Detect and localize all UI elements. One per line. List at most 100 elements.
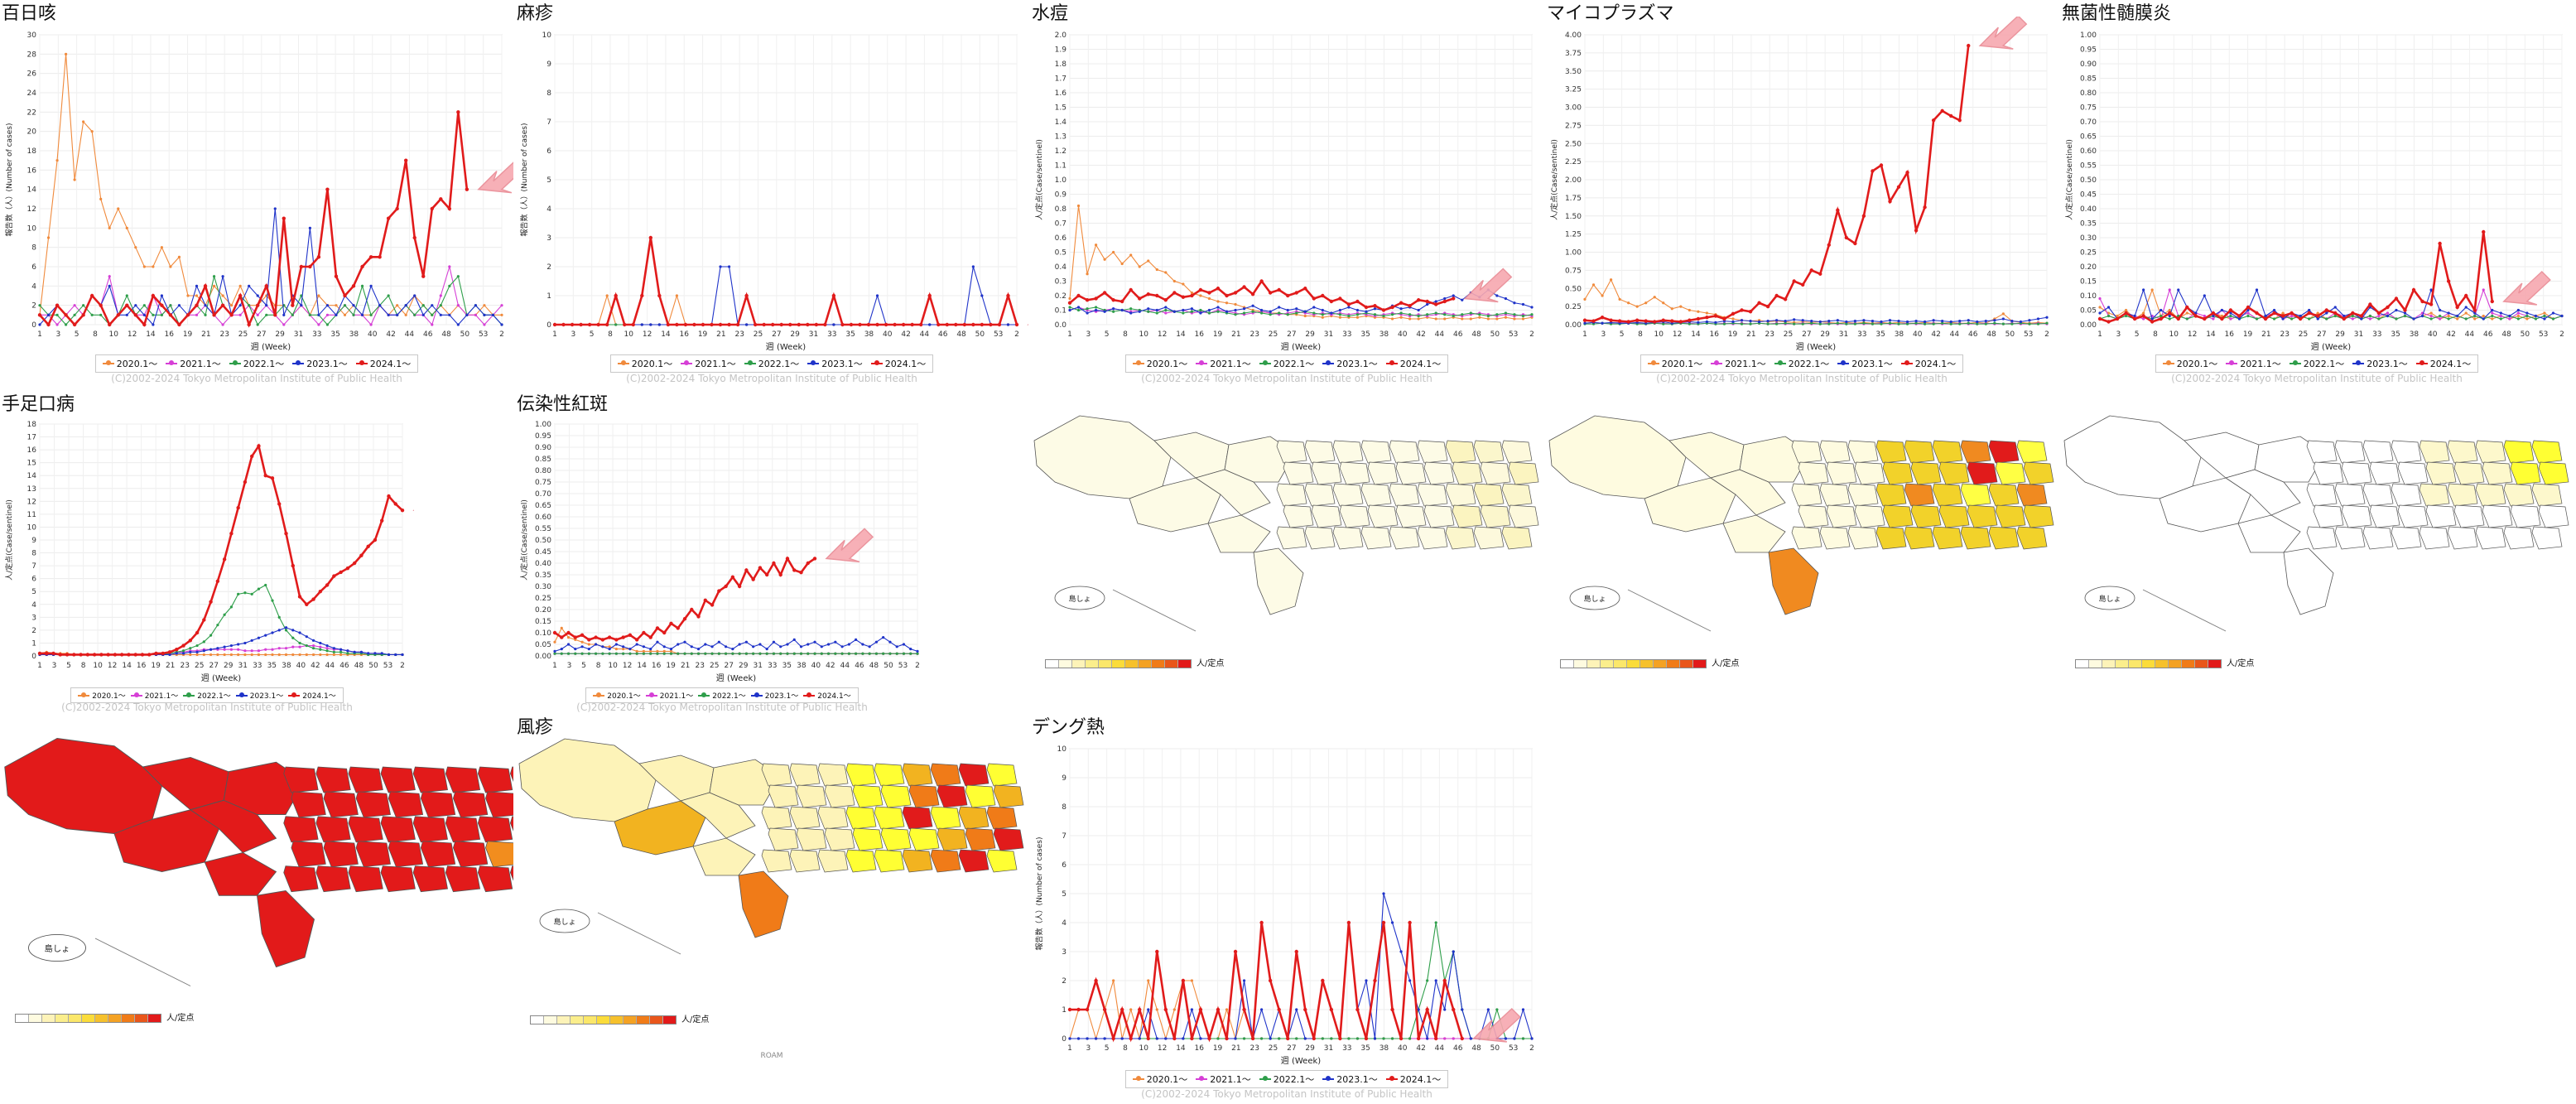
data-point — [1932, 322, 1935, 325]
y-tick-label: 0.85 — [2080, 75, 2097, 84]
data-point — [1583, 321, 1587, 325]
x-tick-label: 44 — [920, 330, 930, 339]
data-point — [2439, 314, 2442, 318]
map-region — [845, 806, 877, 830]
legend-label: 2021.1～ — [1210, 359, 1251, 369]
data-point — [725, 652, 728, 655]
data-point — [160, 246, 163, 249]
data-point — [2098, 296, 2102, 301]
data-point — [594, 643, 598, 646]
x-tick-label: 33 — [768, 662, 777, 670]
map-region — [824, 827, 855, 851]
data-point — [677, 643, 680, 646]
data-point — [152, 265, 155, 268]
data-point — [1452, 314, 1455, 318]
data-point — [614, 652, 618, 655]
y-tick-label: 7 — [546, 118, 551, 127]
data-point — [799, 652, 803, 655]
data-point — [874, 652, 879, 655]
data-point — [204, 313, 207, 316]
y-tick-label: 0.55 — [535, 525, 551, 533]
legend-item: 2023.1～ — [1322, 1073, 1378, 1086]
data-point — [1216, 300, 1220, 303]
legend-marker — [698, 692, 710, 697]
data-point — [325, 647, 329, 650]
data-point — [373, 652, 377, 655]
data-point — [858, 322, 862, 327]
data-point — [1888, 200, 1892, 204]
data-point — [579, 322, 583, 327]
data-point — [1355, 308, 1360, 312]
map-region — [2475, 526, 2506, 550]
map-region — [2447, 440, 2478, 464]
data-point — [2516, 311, 2520, 315]
inset-divider — [94, 938, 191, 986]
x-tick-label: 10 — [109, 330, 119, 339]
data-point — [1112, 310, 1115, 313]
map-region — [420, 841, 456, 868]
data-point — [2420, 299, 2424, 304]
data-point — [1085, 298, 1090, 302]
data-point — [2229, 314, 2232, 318]
data-point — [1259, 920, 1264, 925]
x-tick-label: 25 — [195, 662, 204, 670]
map-region — [1819, 483, 1851, 507]
data-point — [1705, 311, 1708, 315]
color-scale-cell — [95, 1015, 108, 1022]
map-region — [692, 837, 756, 876]
data-point — [1793, 318, 1796, 321]
map-region — [2531, 440, 2563, 464]
chart-panel-hfmd: 手足口病 0 1 2 3 4 5 6 7 8 9 10 11 12 13 14 15 16 17 18 1 3 5 8 10 1… — [0, 391, 414, 714]
data-point — [264, 634, 267, 637]
data-point — [1111, 298, 1115, 302]
data-point — [1434, 300, 1437, 303]
y-axis-label: 人/定点(Case/sentinel) — [2064, 139, 2074, 220]
map-region — [412, 816, 448, 843]
x-tick-label: 8 — [1123, 1044, 1128, 1053]
y-tick-label: 1.75 — [1565, 195, 1582, 203]
legend-marker — [1322, 1076, 1335, 1081]
data-point — [229, 653, 233, 657]
data-point — [1862, 319, 1866, 322]
data-point — [1112, 307, 1115, 311]
x-tick-label: 31 — [754, 662, 763, 670]
data-point — [1408, 317, 1412, 321]
map-unit-label: 人/定点 — [2227, 659, 2255, 668]
legend-marker — [130, 692, 142, 697]
data-point — [1399, 311, 1403, 315]
data-point — [1513, 313, 1516, 316]
map-region — [1304, 440, 1336, 464]
data-point — [1129, 307, 1133, 311]
chart-title: デング熱 — [1032, 717, 1105, 738]
data-point — [635, 643, 638, 646]
data-point — [895, 652, 898, 655]
y-tick-label: 0.95 — [535, 432, 551, 441]
map-region — [1283, 504, 1314, 528]
x-tick-label: 27 — [1802, 330, 1811, 339]
data-point — [2255, 317, 2259, 321]
chart-panel-varicella: 水痘 0.0 0.1 0.2 0.3 0.4 0.5 0.6 0.7 0.8 0.9 1.0 1.1 1… — [1030, 0, 1543, 389]
map-region — [874, 849, 905, 873]
map-region — [789, 806, 821, 830]
data-point — [823, 322, 827, 327]
data-point — [1076, 306, 1081, 309]
data-point — [2132, 316, 2137, 321]
data-point — [601, 652, 604, 655]
data-point — [614, 648, 618, 651]
data-point — [648, 235, 653, 240]
legend-label: 2021.1～ — [144, 692, 179, 701]
data-point — [1827, 243, 1831, 247]
data-point — [2142, 288, 2145, 292]
data-point — [1067, 1007, 1072, 1012]
x-axis-label: 週 (Week) — [1281, 342, 1321, 352]
data-point — [1164, 311, 1168, 315]
data-point — [692, 322, 696, 327]
data-point — [2211, 311, 2216, 316]
data-point — [46, 322, 51, 327]
x-tick-label: 40 — [1398, 1044, 1408, 1053]
y-tick-label: 0.65 — [535, 502, 551, 510]
data-point — [778, 572, 782, 577]
data-point — [298, 641, 301, 645]
data-point — [792, 638, 796, 641]
